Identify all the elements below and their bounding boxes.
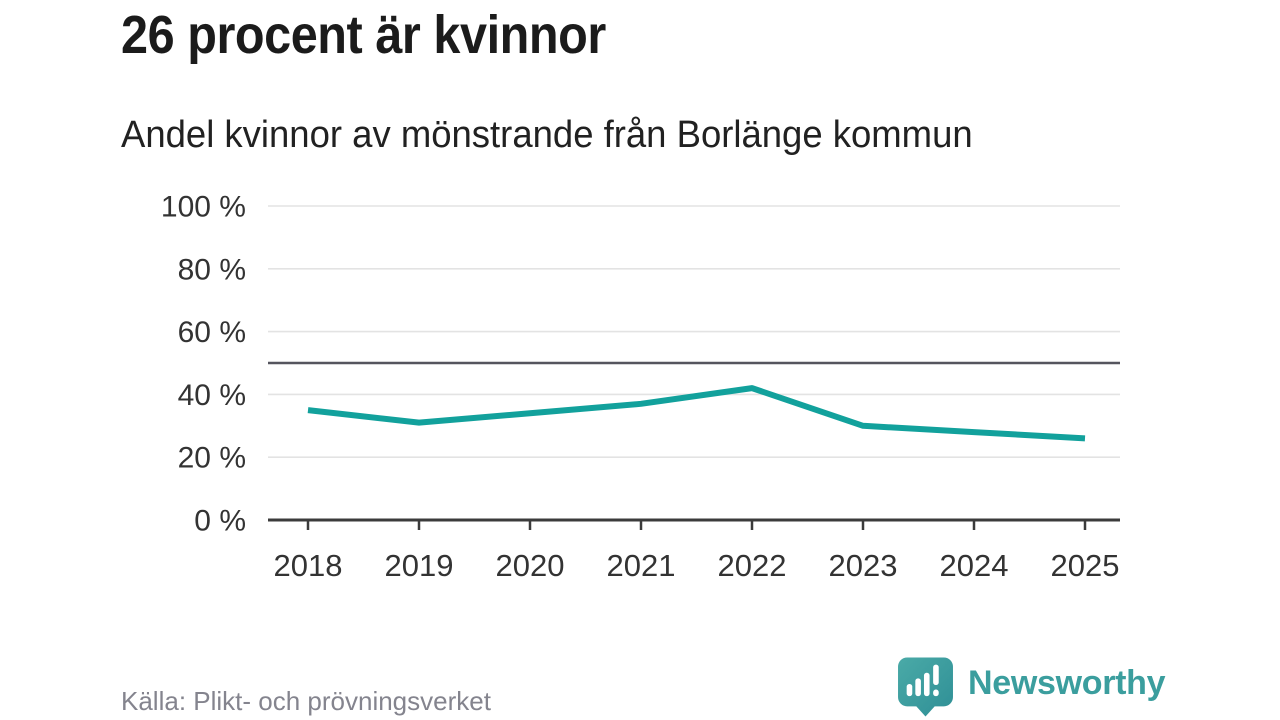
bar-small	[906, 683, 913, 697]
exclamation-bar	[933, 664, 939, 685]
chart-title: 26 procent är kvinnor	[121, 5, 606, 65]
y-axis-label-100: 100 %	[161, 191, 246, 224]
bar-medium	[915, 678, 921, 697]
y-axis-label-80: 80 %	[178, 253, 246, 286]
newsworthy-logo: Newsworthy	[897, 656, 1166, 718]
bar-tall	[923, 672, 930, 697]
x-axis-label-2022: 2022	[718, 548, 787, 583]
y-axis-label-40: 40 %	[178, 379, 246, 412]
x-axis-label-2020: 2020	[496, 548, 565, 583]
x-axis-label-2024: 2024	[940, 548, 1009, 583]
x-axis-label-2023: 2023	[829, 548, 898, 583]
newsworthy-logo-text: Newsworthy	[968, 664, 1166, 702]
source-note: Källa: Plikt- och prövningsverket	[121, 686, 491, 716]
exclamation-dot	[933, 689, 939, 697]
x-axis-label-2018: 2018	[274, 548, 343, 583]
chart-subtitle: Andel kvinnor av mönstrande från Borläng…	[121, 114, 973, 156]
x-axis-label-2019: 2019	[385, 548, 454, 583]
data-line	[307, 385, 1086, 442]
y-axis-label-0: 0 %	[194, 505, 246, 538]
x-axis-label-2021: 2021	[607, 548, 676, 583]
y-axis-label-20: 20 %	[178, 442, 246, 475]
y-axis-label-60: 60 %	[178, 316, 246, 349]
newsworthy-logo-icon	[898, 657, 953, 717]
x-axis-label-2025: 2025	[1051, 548, 1120, 583]
